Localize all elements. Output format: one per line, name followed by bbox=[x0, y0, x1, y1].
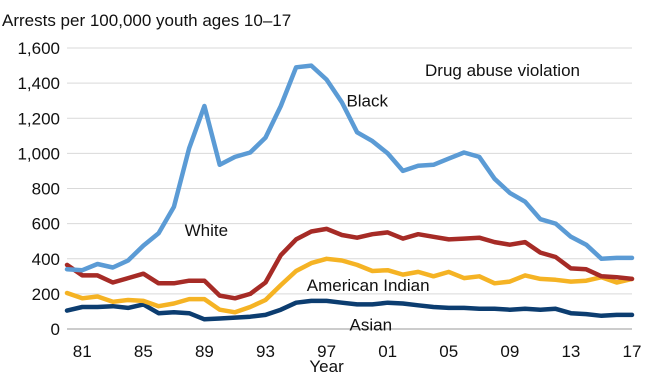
x-tick-label: 13 bbox=[561, 342, 580, 361]
y-tick-label: 200 bbox=[32, 285, 60, 304]
series-lines bbox=[64, 63, 635, 322]
y-tick-label: 1,200 bbox=[17, 109, 60, 128]
y-tick-labels: 0 200 400 600 800 1,000 1,200 1,400 1,600 bbox=[17, 39, 60, 339]
x-tick-labels: 81 85 89 93 97 01 05 09 13 17 bbox=[73, 342, 642, 361]
series-line-american-indian bbox=[64, 256, 635, 315]
x-tick-label: 05 bbox=[439, 342, 458, 361]
chart-annotation: Drug abuse violation bbox=[425, 61, 580, 80]
series-line-asian bbox=[64, 298, 635, 322]
x-tick-label: 89 bbox=[195, 342, 214, 361]
x-tick-label: 01 bbox=[378, 342, 397, 361]
x-tick-label: 09 bbox=[500, 342, 519, 361]
series-label-black: Black bbox=[346, 92, 388, 111]
y-axis-title: Arrests per 100,000 youth ages 10–17 bbox=[2, 11, 291, 30]
series-label-white: White bbox=[185, 221, 228, 240]
y-tick-label: 400 bbox=[32, 250, 60, 269]
y-tick-label: 0 bbox=[51, 320, 60, 339]
x-axis-title: Year bbox=[309, 357, 344, 375]
series-line-white bbox=[64, 226, 635, 301]
x-tick-label: 97 bbox=[317, 342, 336, 361]
x-tick-label: 93 bbox=[256, 342, 275, 361]
y-tick-label: 1,400 bbox=[17, 74, 60, 93]
series-label-asian: Asian bbox=[350, 316, 393, 335]
series-label-american-indian: American Indian bbox=[307, 276, 430, 295]
x-tick-label: 81 bbox=[73, 342, 92, 361]
y-tick-label: 600 bbox=[32, 215, 60, 234]
gridlines bbox=[67, 47, 632, 330]
x-tick-label: 17 bbox=[623, 342, 642, 361]
y-tick-label: 800 bbox=[32, 180, 60, 199]
y-tick-label: 1,000 bbox=[17, 144, 60, 163]
series-labels: Black White American Indian Asian bbox=[185, 92, 430, 335]
y-tick-label: 1,600 bbox=[17, 39, 60, 58]
series-line-black bbox=[64, 63, 635, 273]
x-tick-label: 85 bbox=[134, 342, 153, 361]
